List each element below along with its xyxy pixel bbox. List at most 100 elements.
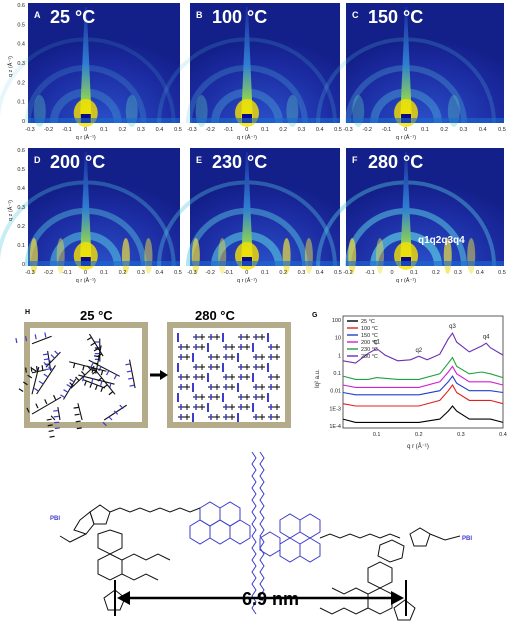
panel-letter: F: [352, 155, 358, 165]
x-axis-label: q r (Å⁻¹): [237, 134, 257, 141]
x-tick-label: 0.1: [373, 432, 381, 438]
series-line: [342, 375, 504, 396]
x-tick-label: -0.3: [25, 127, 34, 133]
panel-letter: D: [34, 155, 41, 165]
y-tick-label: 0.6: [17, 148, 25, 154]
x-tick-label: -0.2: [44, 127, 53, 133]
x-tick-label: 0.2: [279, 270, 287, 276]
legend-entry: 25 °C: [361, 319, 375, 325]
legend-entry: 280 °C: [361, 354, 378, 360]
y-tick-label: 10: [335, 336, 341, 342]
panel-temperature: 150 °C: [368, 7, 423, 27]
x-tick-label: -0.2: [206, 270, 215, 276]
y-tick-label: 0.3: [17, 205, 25, 211]
arrow-right-icon: [150, 370, 168, 380]
panel-temperature: 280 °C: [368, 152, 423, 172]
x-tick-label: -0.3: [25, 270, 34, 276]
giwaxs-panel-a: A 25 °C -0.3 -0.2 -0.1 0 0.1 0.2 0.3 0.4 0.5 q r (Å…: [0, 3, 182, 141]
legend-entry: 150 °C: [361, 333, 378, 339]
panel-temperature: 100 °C: [212, 7, 267, 27]
x-tick-label: 0.1: [261, 270, 269, 276]
y-tick-label: 0.1: [17, 100, 25, 106]
giwaxs-panel-f: F 280 °C -0.2 -0.1 0 0.1 0.2 0.3 0.4 0.5 q r (Å⁻¹)…: [316, 148, 506, 284]
y-tick-label: 0.2: [17, 80, 25, 86]
y-axis-label: q z (Å⁻¹): [7, 56, 14, 77]
x-tick-label: 0.2: [279, 127, 287, 133]
legend-entry: 100 °C: [361, 326, 378, 332]
left-pbi-label: PBI: [50, 516, 60, 522]
y-tick-label: 0.2: [17, 224, 25, 230]
right-pbi-label: PBI: [462, 536, 472, 542]
x-tick-label: 0.5: [334, 127, 342, 133]
x-tick-label: 0: [84, 127, 87, 133]
x-tick-label: -0.1: [224, 127, 233, 133]
packing-schematic: H 25 °C 280 °C: [15, 308, 291, 438]
y-tick-label: 0.6: [17, 3, 25, 9]
panel-letter: E: [196, 155, 202, 165]
x-tick-label: 0.2: [440, 127, 448, 133]
x-tick-label: -0.3: [187, 270, 196, 276]
ordered-chains: [177, 333, 280, 422]
y-tick-label: 1E-3: [329, 406, 341, 412]
x-axis-label: q r (Å⁻¹): [407, 443, 429, 450]
peak-annotation: q1q2q3q4: [418, 235, 465, 246]
line-profile-chart: G 100 10 1 0.1 0.01 1E-3 1E-4 0.1 0.2 0.3 0.4 25 …: [312, 312, 507, 450]
y-tick-label: 0.01: [330, 389, 341, 395]
y-tick-label: 100: [332, 318, 341, 324]
x-tick-label: 0.3: [460, 127, 468, 133]
giwaxs-figure: A 25 °C -0.3 -0.2 -0.1 0 0.1 0.2 0.3 0.4 0.5 q r (Å…: [0, 3, 506, 284]
plot-frame: [342, 315, 504, 429]
x-tick-label: 0.5: [334, 270, 342, 276]
left-film-box: [24, 322, 148, 428]
x-tick-label: 0.3: [454, 270, 462, 276]
x-tick-label: 0: [245, 127, 248, 133]
y-tick-label: 0.1: [333, 371, 341, 377]
x-tick-label: 0.3: [137, 270, 145, 276]
giwaxs-panel-d: D 200 °C -0.3 -0.2 -0.1 0 0.1 0.2 0.3 0.4 0.5 q r (…: [0, 148, 182, 284]
x-tick-label: 0.5: [498, 270, 506, 276]
y-tick-label: 0.1: [17, 243, 25, 249]
x-tick-label: -0.1: [224, 270, 233, 276]
x-tick-label: 0.2: [432, 270, 440, 276]
x-tick-label: 0.1: [261, 127, 269, 133]
panel-letter: B: [196, 10, 203, 20]
x-tick-label: 0.3: [298, 127, 306, 133]
peak-label: q3: [449, 324, 456, 330]
x-tick-label: -0.2: [44, 270, 53, 276]
giwaxs-panel-e: E 230 °C -0.3 -0.2 -0.1 0 0.1 0.2 0.3 0.4 0.5 q r (…: [157, 148, 342, 284]
left-linker: [109, 507, 201, 513]
distance-label: 6.9 nm: [242, 589, 299, 609]
y-axis-label: q z (Å⁻¹): [7, 200, 14, 221]
y-tick-label: 1E-4: [329, 424, 341, 430]
x-tick-label: 0: [245, 270, 248, 276]
x-tick-label: -0.1: [62, 270, 71, 276]
panel-h-left-temp: 25 °C: [80, 308, 113, 323]
x-axis-label: q r (Å⁻¹): [237, 277, 257, 284]
pbi-core-right: [259, 513, 321, 563]
y-tick-label: 0: [22, 262, 25, 268]
distance-arrow: [114, 580, 407, 616]
x-tick-label: -0.1: [382, 127, 391, 133]
panel-temperature: 230 °C: [212, 152, 267, 172]
y-tick-label: 0.3: [17, 61, 25, 67]
y-tick-label: 0.5: [17, 167, 25, 173]
x-tick-label: 0.3: [298, 270, 306, 276]
x-tick-label: 0.5: [498, 127, 506, 133]
x-tick-label: 0.4: [479, 127, 487, 133]
legend-entry: 230 °C: [361, 347, 378, 353]
panel-temperature: 25 °C: [50, 7, 95, 27]
series-line: [342, 405, 504, 423]
x-tick-label: 0.1: [100, 127, 108, 133]
x-axis-label: q r (Å⁻¹): [396, 277, 416, 284]
panel-h-right-temp: 280 °C: [195, 308, 236, 323]
y-tick-label: 0: [22, 119, 25, 125]
series-line: [342, 383, 504, 407]
x-tick-label: -0.1: [365, 270, 374, 276]
panel-h-letter: H: [25, 309, 30, 316]
x-tick-label: 0.1: [100, 270, 108, 276]
y-axis-label: Iq² a.u.: [315, 369, 321, 388]
x-tick-label: 0.3: [457, 432, 465, 438]
x-tick-label: 0.4: [499, 432, 507, 438]
panel-letter: A: [34, 10, 41, 20]
right-linker: [319, 533, 401, 539]
